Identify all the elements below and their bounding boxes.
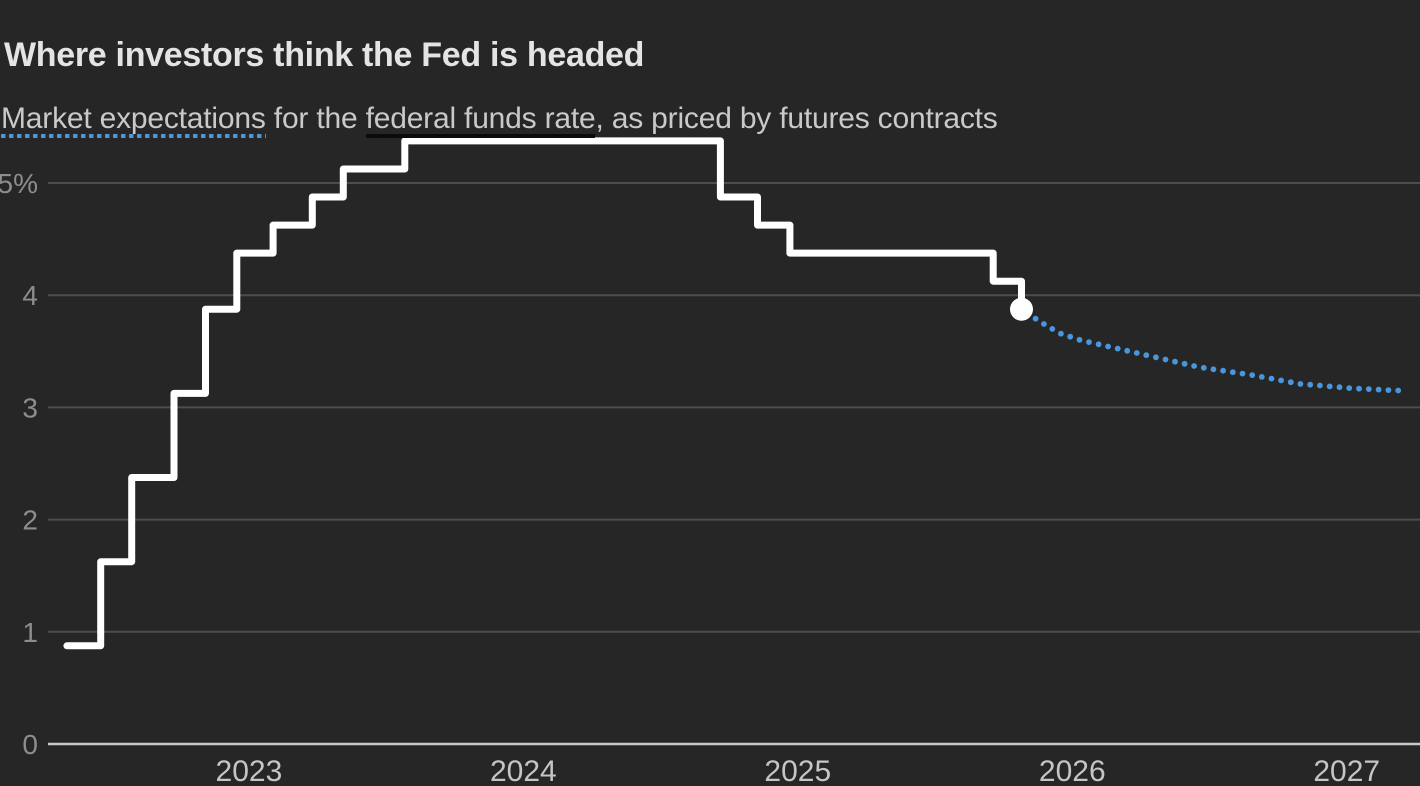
current-rate-marker xyxy=(1009,297,1033,321)
forecast-dot xyxy=(1356,385,1362,392)
forecast-dotted-line xyxy=(1032,315,1402,394)
forecast-dot xyxy=(1114,345,1121,352)
y-tick-label-2: 2 xyxy=(22,505,38,536)
x-tick-label-2025: 2025 xyxy=(764,755,831,786)
forecast-dot xyxy=(1210,366,1217,373)
forecast-dot xyxy=(1385,387,1392,393)
y-tick-label-0: 0 xyxy=(22,729,38,760)
y-tick-label-1: 1 xyxy=(22,617,38,648)
forecast-dot xyxy=(1200,364,1207,371)
forecast-dot xyxy=(1220,367,1226,374)
y-tick-label-5: 5% xyxy=(0,168,38,199)
forecast-dot xyxy=(1317,382,1323,389)
forecast-dot xyxy=(1395,387,1402,394)
forecast-dot xyxy=(1365,386,1372,392)
forecast-dot xyxy=(1133,350,1140,356)
forecast-dot xyxy=(1249,372,1256,378)
y-tick-label-3: 3 xyxy=(22,392,38,423)
legend-market-expectations: Market expectations xyxy=(1,102,266,138)
forecast-dot xyxy=(1297,381,1304,387)
x-tick-label-2023: 2023 xyxy=(216,755,283,786)
forecast-dot xyxy=(1143,352,1150,359)
forecast-dot xyxy=(1326,383,1333,390)
forecast-dot xyxy=(1346,385,1353,391)
x-tick-label-2024: 2024 xyxy=(490,755,557,786)
x-tick-label-2027: 2027 xyxy=(1313,755,1380,786)
legend-federal-funds-rate: federal funds rate xyxy=(365,102,596,138)
forecast-dot xyxy=(1307,381,1314,388)
forecast-dot xyxy=(1229,369,1236,376)
forecast-dot xyxy=(1067,333,1074,340)
forecast-dot xyxy=(1041,321,1047,327)
forecast-dot xyxy=(1095,341,1102,348)
y-tick-label-4: 4 xyxy=(22,280,38,311)
forecast-dot xyxy=(1239,370,1246,377)
forecast-dot xyxy=(1105,343,1111,350)
forecast-dot xyxy=(1268,375,1275,382)
forecast-dot xyxy=(1153,354,1159,361)
forecast-dot xyxy=(1172,358,1178,365)
page-title: Where investors think the Fed is headed xyxy=(4,35,645,74)
forecast-dot xyxy=(1191,363,1197,369)
forecast-dot xyxy=(1375,386,1382,393)
forecast-dot xyxy=(1032,315,1039,322)
forecast-dot xyxy=(1076,336,1083,343)
subtitle-tail-text: , as priced by futures contracts xyxy=(595,102,998,135)
forecast-dot xyxy=(1162,356,1169,363)
history-step-line xyxy=(63,137,1025,650)
forecast-dot xyxy=(1058,330,1064,337)
forecast-dot xyxy=(1086,339,1092,345)
subtitle-connector-text: for the xyxy=(265,102,366,135)
forecast-dot xyxy=(1278,377,1284,384)
forecast-dot xyxy=(1287,379,1294,386)
chart-subtitle: Market expectations for the federal fund… xyxy=(1,102,998,138)
forecast-dot xyxy=(1049,326,1056,332)
forecast-dot xyxy=(1181,360,1188,367)
x-tick-label-2026: 2026 xyxy=(1039,755,1106,786)
forecast-dot xyxy=(1124,347,1131,354)
forecast-dot xyxy=(1336,384,1343,391)
forecast-dot xyxy=(1258,374,1265,380)
